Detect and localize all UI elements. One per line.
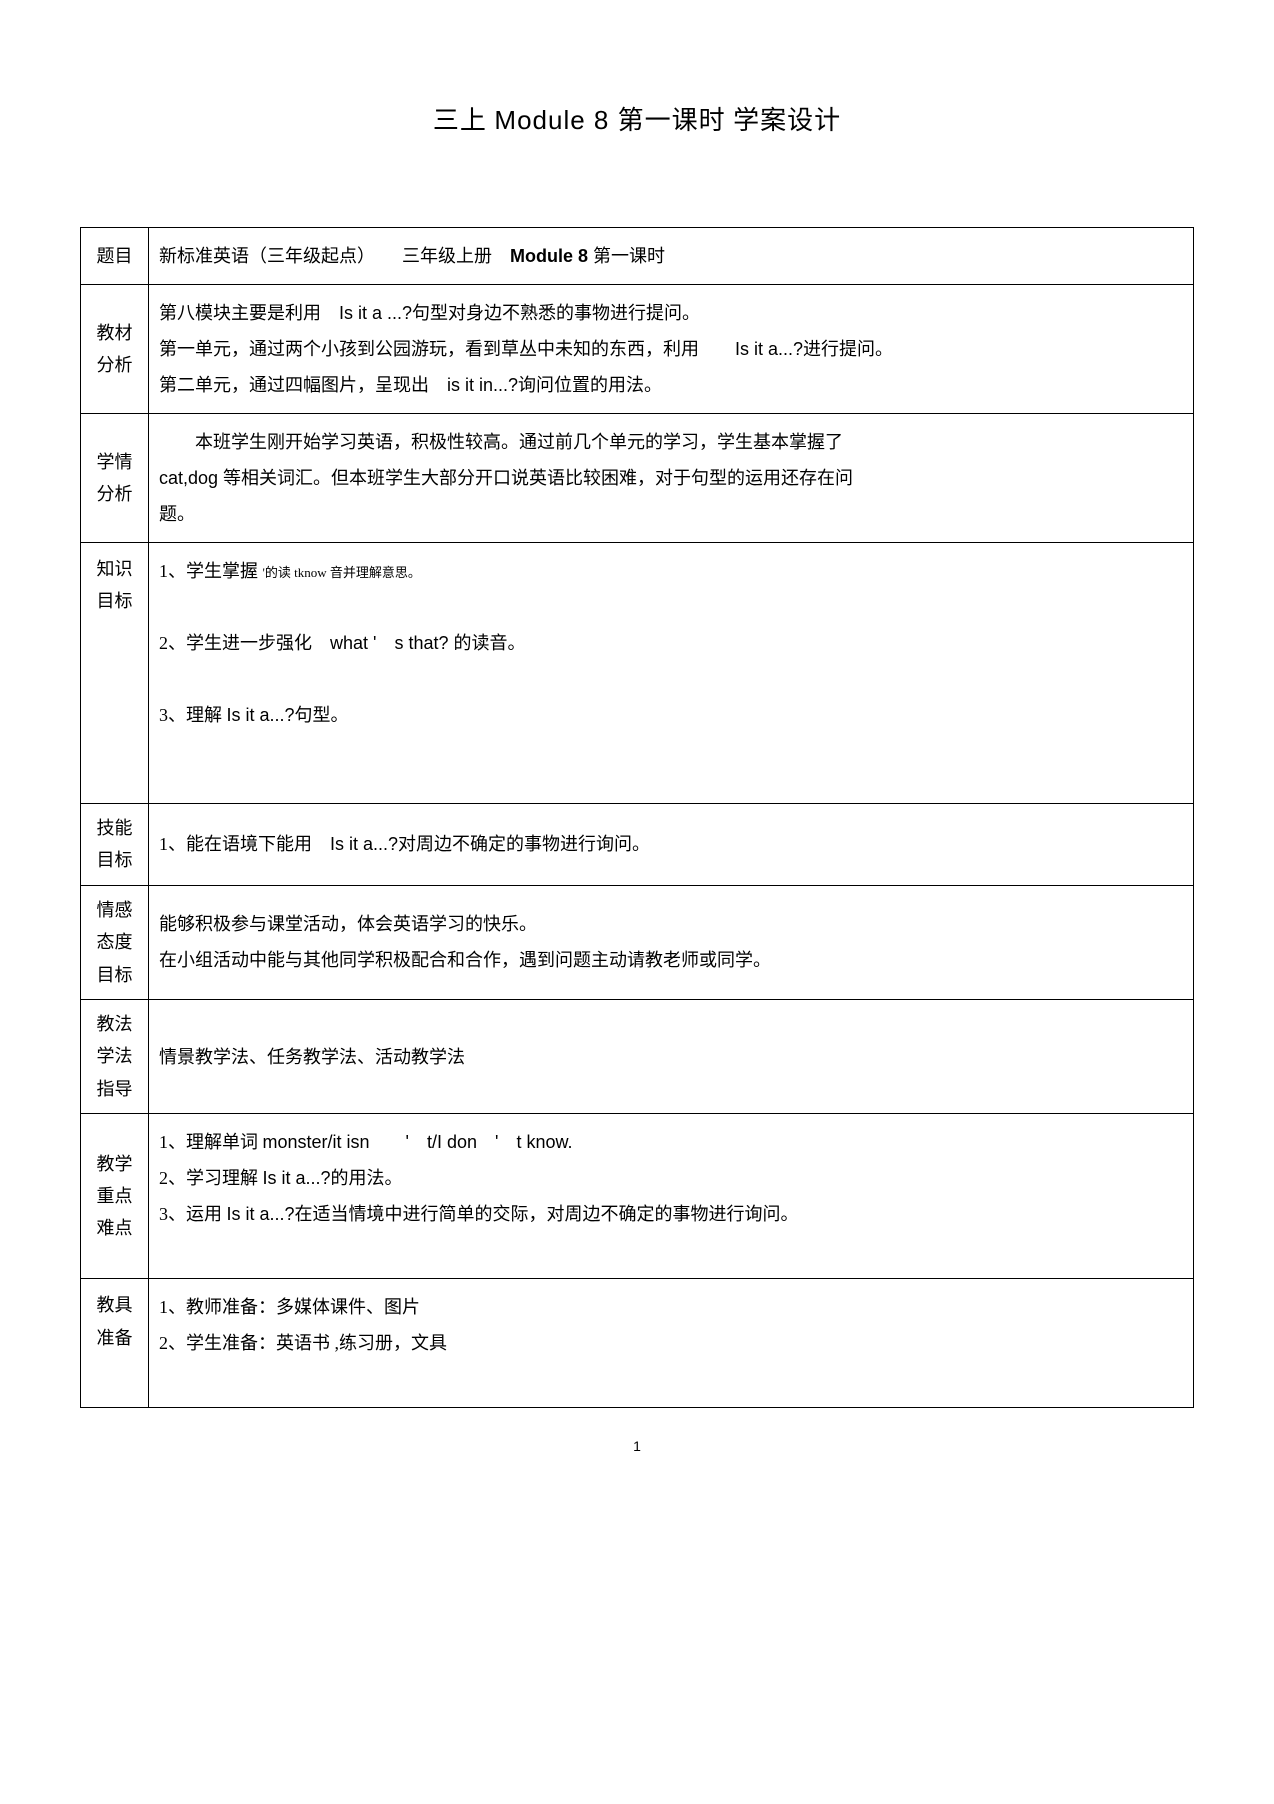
topic-content: 新标准英语（三年级起点） 三年级上册 Module 8 第一课时 xyxy=(149,228,1194,285)
title-prefix: 三上 xyxy=(433,106,495,135)
student-content: 本班学生刚开始学习英语，积极性较高。通过前几个单元的学习，学生基本掌握了 cat… xyxy=(149,414,1194,543)
tools-label: 教具 准备 xyxy=(81,1279,149,1408)
title-module: Module 8 xyxy=(494,105,617,135)
method-content: 情景教学法、任务教学法、活动教学法 xyxy=(149,999,1194,1113)
table-row: 情感 态度 目标 能够积极参与课堂活动，体会英语学习的快乐。 在小组活动中能与其… xyxy=(81,885,1194,999)
lesson-plan-table: 题目 新标准英语（三年级起点） 三年级上册 Module 8 第一课时 教材 分… xyxy=(80,227,1194,1408)
table-row: 教具 准备 1、教师准备：多媒体课件、图片 2、学生准备：英语书 ,练习册，文具 xyxy=(81,1279,1194,1408)
table-row: 题目 新标准英语（三年级起点） 三年级上册 Module 8 第一课时 xyxy=(81,228,1194,285)
method-label: 教法 学法 指导 xyxy=(81,999,149,1113)
student-label: 学情 分析 xyxy=(81,414,149,543)
table-row: 技能 目标 1、能在语境下能用 Is it a...?对周边不确定的事物进行询问… xyxy=(81,804,1194,886)
material-content: 第八模块主要是利用 Is it a ...?句型对身边不熟悉的事物进行提问。 第… xyxy=(149,285,1194,414)
topic-label: 题目 xyxy=(81,228,149,285)
material-label: 教材 分析 xyxy=(81,285,149,414)
skill-label: 技能 目标 xyxy=(81,804,149,886)
focus-content: 1、理解单词 monster/it isn ' t/I don ' t know… xyxy=(149,1114,1194,1279)
table-row: 教材 分析 第八模块主要是利用 Is it a ...?句型对身边不熟悉的事物进… xyxy=(81,285,1194,414)
page-title: 三上 Module 8 第一课时 学案设计 xyxy=(80,100,1194,137)
knowledge-label: 知识 目标 xyxy=(81,543,149,804)
table-row: 知识 目标 1、学生掌握 '的读 tknow 音并理解意思。 2、学生进一步强化… xyxy=(81,543,1194,804)
focus-label: 教学 重点 难点 xyxy=(81,1114,149,1279)
table-row: 教学 重点 难点 1、理解单词 monster/it isn ' t/I don… xyxy=(81,1114,1194,1279)
title-suffix: 第一课时 学案设计 xyxy=(618,106,842,135)
table-row: 学情 分析 本班学生刚开始学习英语，积极性较高。通过前几个单元的学习，学生基本掌… xyxy=(81,414,1194,543)
table-row: 教法 学法 指导 情景教学法、任务教学法、活动教学法 xyxy=(81,999,1194,1113)
emotion-label: 情感 态度 目标 xyxy=(81,885,149,999)
tools-content: 1、教师准备：多媒体课件、图片 2、学生准备：英语书 ,练习册，文具 xyxy=(149,1279,1194,1408)
knowledge-content: 1、学生掌握 '的读 tknow 音并理解意思。 2、学生进一步强化 what … xyxy=(149,543,1194,804)
page-number: 1 xyxy=(80,1438,1194,1454)
skill-content: 1、能在语境下能用 Is it a...?对周边不确定的事物进行询问。 xyxy=(149,804,1194,886)
emotion-content: 能够积极参与课堂活动，体会英语学习的快乐。 在小组活动中能与其他同学积极配合和合… xyxy=(149,885,1194,999)
